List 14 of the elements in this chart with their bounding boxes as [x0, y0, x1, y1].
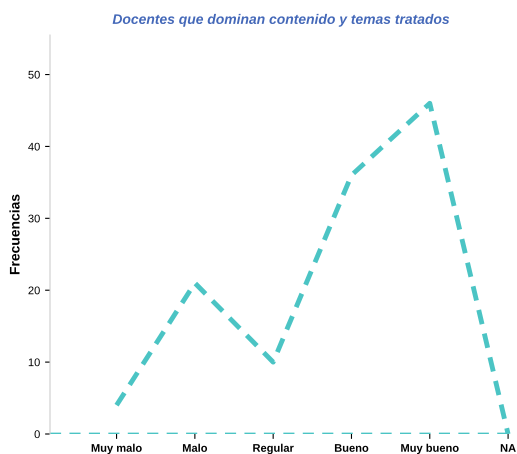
y-tick-label: 30 — [28, 214, 40, 222]
y-axis-title: Frecuencias — [9, 194, 20, 274]
chart-title: Docentes que dominan contenido y temas tratados — [112, 14, 450, 27]
x-tick-label: Muy malo — [92, 444, 142, 454]
y-tick-label: 10 — [28, 358, 40, 366]
x-tick-label: Regular — [253, 444, 294, 454]
x-tick-label: Malo — [182, 444, 208, 452]
x-tick-label: Muy bueno — [401, 444, 459, 454]
y-tick-label: 40 — [28, 142, 40, 151]
x-tick-label: Bueno — [334, 444, 368, 452]
y-tick-label: 0 — [34, 430, 40, 438]
x-tick-label: NA — [500, 444, 516, 452]
y-tick-label: 50 — [28, 70, 40, 79]
y-tick-label: 20 — [28, 286, 40, 294]
